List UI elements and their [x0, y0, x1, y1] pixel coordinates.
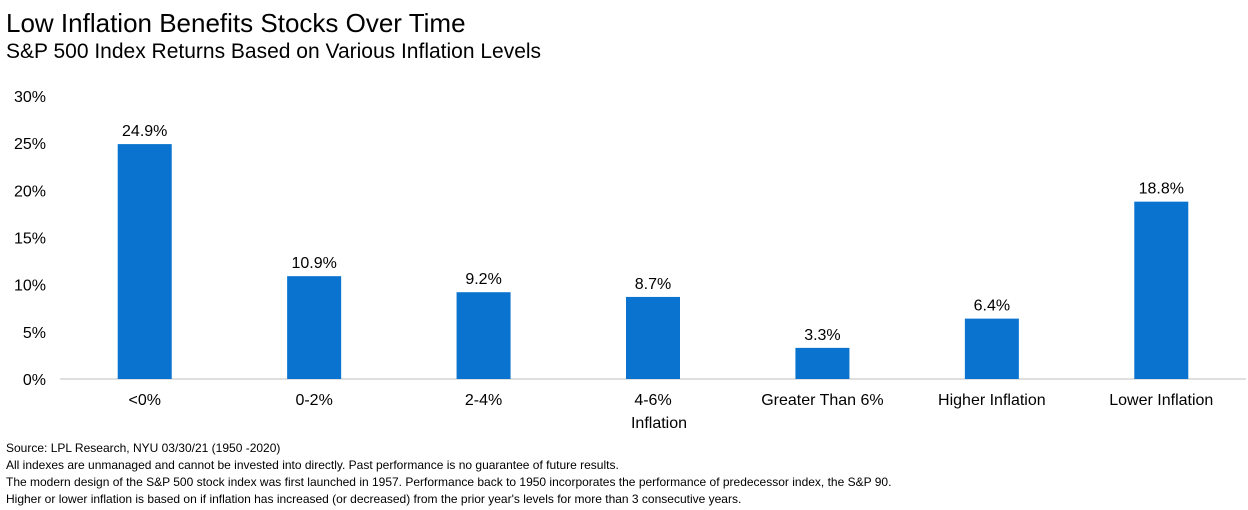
data-label: 10.9%: [291, 255, 336, 272]
data-label: 24.9%: [122, 123, 167, 140]
y-tick-label: 10%: [14, 278, 46, 295]
footnotes: Source: LPL Research, NYU 03/30/21 (1950…: [6, 440, 891, 508]
data-label: 18.8%: [1139, 181, 1184, 198]
chart-subtitle: S&P 500 Index Returns Based on Various I…: [6, 40, 542, 63]
bar-4: [795, 347, 850, 379]
data-label: 9.2%: [465, 271, 501, 288]
bar-3: [626, 296, 680, 379]
x-tick-label: 0-2%: [295, 392, 332, 409]
y-tick-label: 5%: [23, 325, 46, 342]
data-label: 3.3%: [804, 327, 840, 344]
x-tick-label: <0%: [128, 392, 160, 409]
bar-5: [964, 318, 1019, 379]
footnote-line-1: All indexes are unmanaged and cannot be …: [6, 458, 619, 472]
bar-0: [117, 144, 172, 379]
footnote-line-3: Higher or lower inflation is based on if…: [6, 492, 742, 506]
chart-title: Low Inflation Benefits Stocks Over Time: [6, 8, 466, 38]
x-tick-label: Higher Inflation: [938, 392, 1046, 409]
y-tick-label: 25%: [14, 136, 46, 153]
x-axis-title: Inflation: [631, 415, 687, 432]
source-note: Source: LPL Research, NYU 03/30/21 (1950…: [6, 441, 281, 455]
y-tick-label: 30%: [14, 89, 46, 106]
bar-6: [1134, 201, 1189, 379]
y-tick-label: 0%: [23, 372, 46, 389]
bar-1: [287, 276, 342, 379]
data-label: 6.4%: [974, 298, 1010, 315]
x-tick-label: 2-4%: [465, 392, 502, 409]
x-tick-label: Lower Inflation: [1109, 392, 1213, 409]
data-label: 8.7%: [635, 276, 671, 293]
x-tick-label: Greater Than 6%: [761, 392, 883, 409]
y-tick-label: 15%: [14, 231, 46, 248]
y-tick-label: 20%: [14, 183, 46, 200]
footnote-line-2: The modern design of the S&P 500 stock i…: [6, 475, 892, 489]
bar-2: [456, 292, 511, 379]
x-tick-label: 4-6%: [634, 392, 671, 409]
bar-chart: 0% 5% 10% 15% 20% 25% 30% 24.9% <0% 10.9% 0-2% 9.2%…: [14, 89, 1246, 432]
